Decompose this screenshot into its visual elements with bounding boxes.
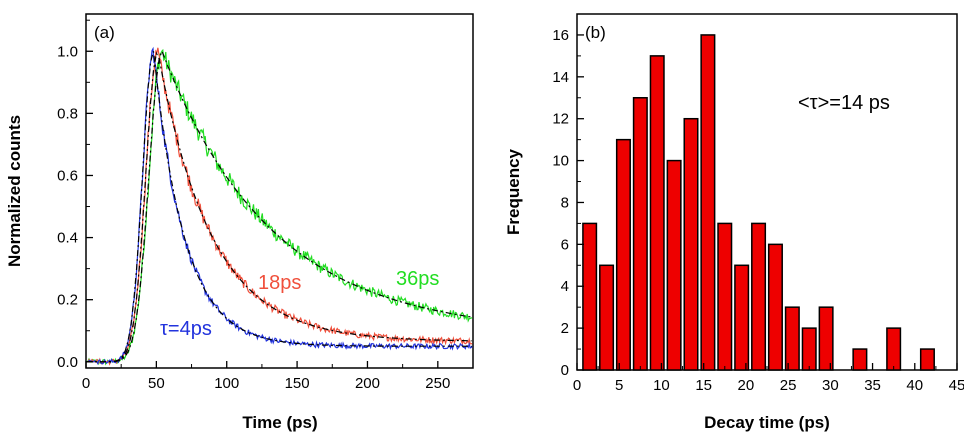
histogram-bar: [717, 222, 733, 371]
histogram-bar: [666, 159, 682, 371]
histogram-bar: [599, 264, 615, 371]
x-tick-label-a: 200: [355, 375, 380, 392]
trace-τ=4ps: [85, 46, 473, 365]
x-tick-label-b: 5: [615, 377, 623, 394]
histogram-bar: [852, 348, 868, 371]
y-axis-label-b: Frequency: [504, 148, 523, 235]
histogram-bar: [700, 34, 716, 371]
mean-annotation: <τ>=14 ps: [798, 92, 890, 114]
y-tick-label-b: 2: [561, 320, 569, 337]
histogram-bar: [582, 222, 598, 371]
x-tick-label-b: 15: [695, 377, 712, 394]
y-tick-label-a: 0.8: [57, 105, 78, 122]
fit-curve: [86, 49, 472, 363]
histogram-bar: [818, 306, 834, 371]
ticks-b: 0 5 10 15 20 25 30 35 40 45 0 2 4 6 8 10 12 14 16: [552, 27, 964, 394]
y-tick-label-a: 0.6: [57, 167, 78, 184]
bars-group-b: [582, 34, 935, 371]
x-tick-label-b: 35: [864, 377, 881, 394]
panel-b: 0 5 10 15 20 25 30 35 40 45 0 2 4 6 8 10 12 14 16 (b) <τ>=…: [504, 13, 964, 432]
histogram-bar: [784, 306, 800, 371]
x-tick-label-b: 45: [949, 377, 964, 394]
histogram-bar: [751, 222, 767, 371]
histogram-bar: [801, 327, 817, 371]
fit-curve: [86, 51, 472, 363]
histogram-bar: [919, 348, 935, 371]
series-label-36ps: 36ps: [396, 268, 439, 290]
panel-label-a: (a): [94, 23, 115, 42]
y-tick-label-b: 8: [561, 194, 569, 211]
series-label-18ps: 18ps: [258, 272, 301, 294]
x-tick-label-a: 150: [285, 375, 310, 392]
panel-label-b: (b): [585, 23, 606, 42]
x-tick-label-a: 50: [148, 375, 165, 392]
y-tick-label-b: 10: [552, 153, 569, 170]
x-tick-label-b: 20: [738, 377, 755, 394]
y-tick-label-a: 1.0: [57, 43, 78, 60]
x-tick-label-a: 0: [82, 375, 90, 392]
y-axis-label-a: Normalized counts: [5, 115, 24, 267]
fit-curve: [86, 51, 472, 363]
y-tick-label-b: 14: [552, 69, 569, 86]
y-tick-label-a: 0.0: [57, 354, 78, 371]
series-group-a: [85, 46, 473, 366]
histogram-bar: [767, 243, 783, 371]
histogram-bar: [615, 138, 631, 371]
y-tick-label-a: 0.4: [57, 230, 78, 247]
histogram-bar: [649, 55, 665, 371]
histogram-bar: [886, 327, 902, 371]
ticks-a: 0 50 100 150 200 250 0.0 0.2 0.4 0.6 0.8 1.0: [57, 19, 450, 392]
x-axis-label-b: Decay time (ps): [704, 413, 830, 432]
x-tick-label-b: 0: [573, 377, 581, 394]
x-tick-label-b: 25: [780, 377, 797, 394]
panel-a: 0 50 100 150 200 250 0.0 0.2 0.4 0.6 0.8 1.0 (a) 36…: [5, 13, 474, 432]
y-tick-label-b: 6: [561, 236, 569, 253]
x-tick-label-b: 10: [653, 377, 670, 394]
x-tick-label-a: 100: [214, 375, 239, 392]
y-tick-label-b: 12: [552, 111, 569, 128]
y-tick-label-b: 16: [552, 27, 569, 44]
histogram-bar: [683, 117, 699, 371]
x-tick-label-b: 40: [906, 377, 923, 394]
series-label-4ps: τ=4ps: [160, 318, 212, 340]
x-axis-label-a: Time (ps): [242, 413, 317, 432]
x-tick-label-b: 30: [822, 377, 839, 394]
histogram-bar: [734, 264, 750, 371]
x-tick-label-a: 250: [425, 375, 450, 392]
y-tick-label-b: 0: [561, 362, 569, 379]
histogram-bar: [632, 97, 648, 371]
y-tick-label-a: 0.2: [57, 292, 78, 309]
plot-frame-a: [85, 13, 474, 369]
y-tick-label-b: 4: [561, 278, 569, 295]
